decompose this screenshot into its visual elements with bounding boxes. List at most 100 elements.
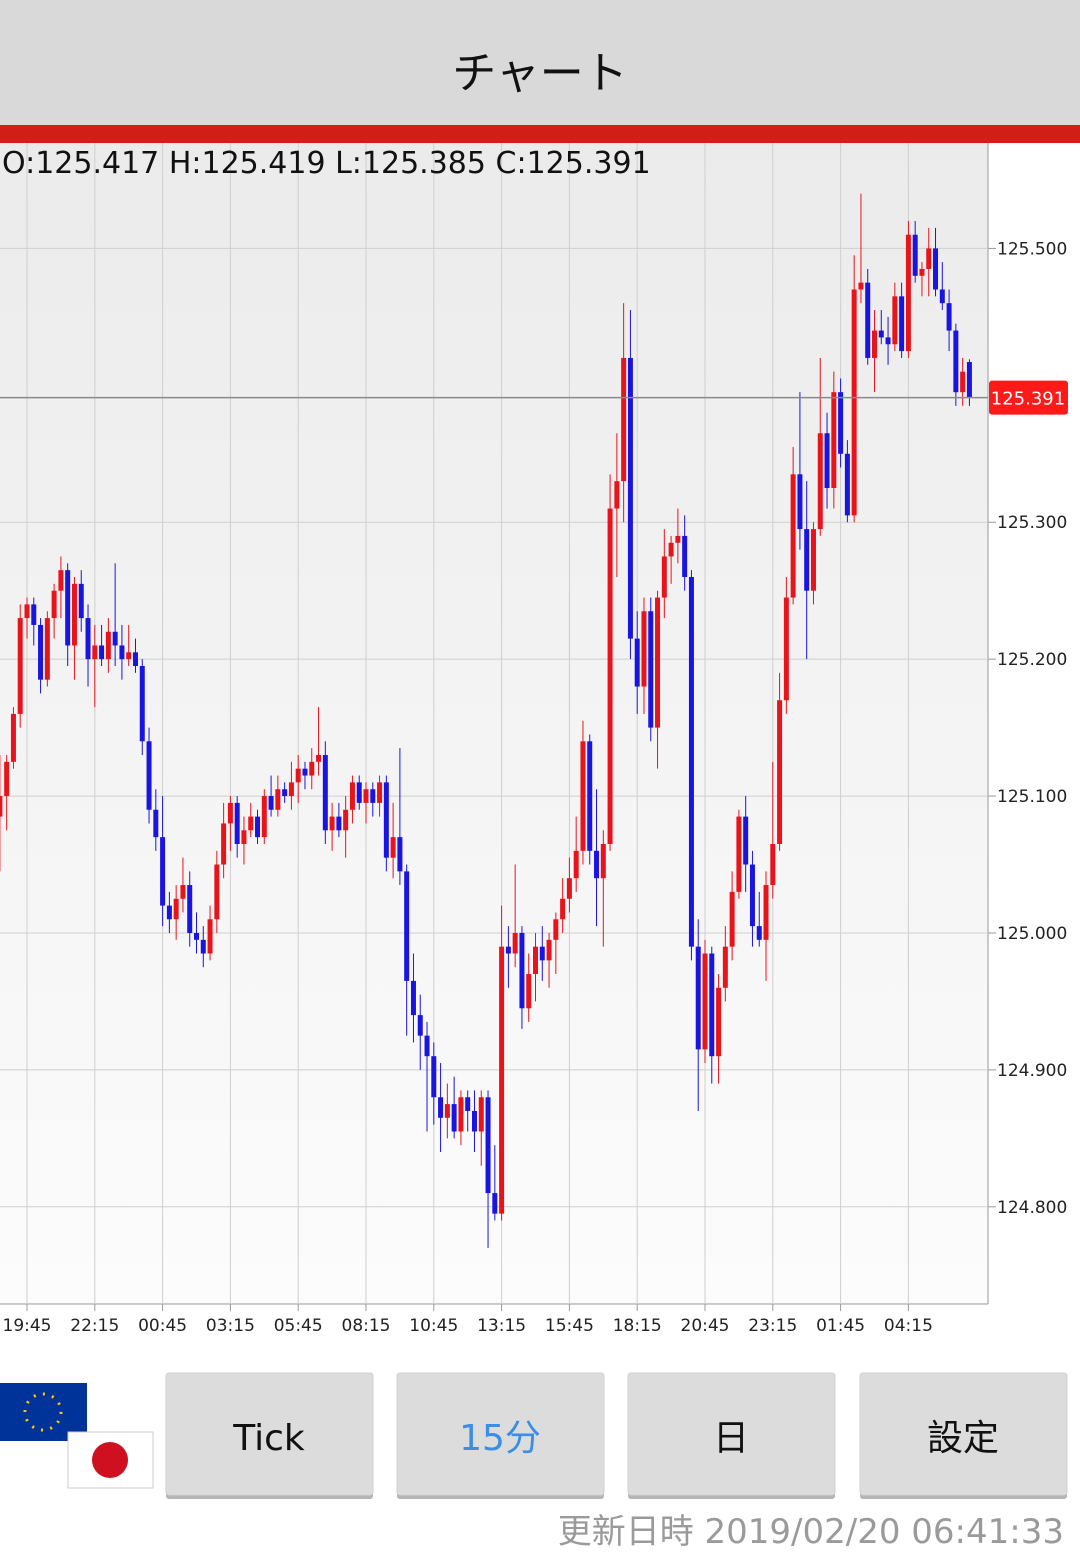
candle-body bbox=[851, 289, 857, 516]
candle-body bbox=[587, 741, 593, 851]
candle-body bbox=[146, 741, 152, 810]
candle-body bbox=[566, 878, 572, 899]
candle-body bbox=[356, 782, 362, 803]
candle-body bbox=[187, 885, 193, 933]
candle-body bbox=[153, 809, 159, 838]
candle-body bbox=[885, 337, 891, 345]
toolbar-button[interactable]: Tick bbox=[165, 1372, 374, 1499]
x-tick-label: 10:45 bbox=[409, 1316, 458, 1336]
candle-body bbox=[912, 234, 918, 276]
candle-body bbox=[797, 474, 803, 530]
candle-body bbox=[451, 1104, 457, 1132]
candle-body bbox=[614, 481, 620, 509]
x-tick-label: 03:15 bbox=[206, 1316, 255, 1336]
button-face bbox=[627, 1372, 836, 1496]
button-label: 設定 bbox=[927, 1418, 999, 1459]
x-tick-label: 18:15 bbox=[613, 1316, 662, 1336]
candle-body bbox=[92, 645, 98, 660]
candle-body bbox=[756, 926, 762, 940]
button-face bbox=[859, 1372, 1068, 1496]
candle-body bbox=[444, 1104, 450, 1118]
candle-body bbox=[573, 850, 579, 879]
candle-body bbox=[255, 816, 261, 838]
button-label: Tick bbox=[232, 1418, 305, 1459]
candle-body bbox=[824, 433, 830, 489]
candle-body bbox=[600, 843, 606, 879]
readout-key: C: bbox=[496, 146, 527, 181]
readout-key: O: bbox=[2, 146, 35, 181]
candle-body bbox=[227, 802, 233, 824]
toolbar-button[interactable]: 日 bbox=[627, 1372, 836, 1499]
toolbar-button[interactable]: 設定 bbox=[859, 1372, 1068, 1499]
toolbar-button[interactable]: 15分 bbox=[396, 1372, 605, 1499]
candle-body bbox=[790, 474, 796, 598]
x-tick-label: 01:45 bbox=[816, 1316, 865, 1336]
candle-body bbox=[526, 974, 532, 1009]
y-tick-label: 125.500 bbox=[997, 239, 1067, 259]
jp-sun bbox=[92, 1442, 128, 1478]
button-face bbox=[165, 1372, 374, 1496]
candle-body bbox=[302, 768, 308, 776]
candle-body bbox=[10, 713, 16, 762]
candle-body bbox=[844, 453, 850, 516]
candle-body bbox=[485, 1097, 491, 1194]
candle-body bbox=[939, 289, 945, 304]
accent-bar bbox=[0, 125, 1080, 143]
y-tick-label: 125.200 bbox=[997, 650, 1067, 670]
last-price-label: 125.391 bbox=[991, 389, 1065, 410]
x-tick-label: 13:15 bbox=[477, 1316, 526, 1336]
eu-stars bbox=[23, 1392, 63, 1432]
candle-body bbox=[641, 611, 647, 687]
readout-value: 125.391 bbox=[527, 146, 651, 181]
candle-body bbox=[512, 932, 518, 954]
candle-body bbox=[648, 611, 654, 728]
readout-key: L: bbox=[335, 146, 362, 181]
x-tick-label: 20:45 bbox=[681, 1316, 730, 1336]
candle-body bbox=[465, 1097, 471, 1111]
candle-body bbox=[675, 535, 681, 543]
candle-body bbox=[85, 618, 91, 660]
candle-body bbox=[892, 296, 898, 345]
candle-body bbox=[329, 816, 335, 831]
candle-body bbox=[858, 282, 864, 290]
candle-body bbox=[51, 590, 57, 619]
candle-body bbox=[65, 570, 71, 646]
candle-body bbox=[763, 885, 769, 940]
candle-body bbox=[363, 789, 369, 803]
y-tick-label: 125.300 bbox=[997, 513, 1067, 533]
candle-body bbox=[132, 652, 138, 666]
candle-body bbox=[634, 638, 640, 687]
candle-body bbox=[316, 754, 322, 762]
candle-body bbox=[817, 433, 823, 530]
candle-body bbox=[160, 837, 166, 906]
candle-body bbox=[966, 362, 972, 398]
candle-body bbox=[627, 357, 633, 639]
readout-value: 125.417 bbox=[35, 146, 159, 181]
candle-body bbox=[105, 631, 111, 660]
candle-body bbox=[268, 796, 274, 810]
candle-body bbox=[180, 885, 186, 899]
candle-body bbox=[668, 542, 674, 557]
candle-body bbox=[221, 823, 227, 865]
update-label: 更新日時 bbox=[558, 1512, 694, 1552]
readout-space bbox=[326, 146, 336, 181]
candle-body bbox=[166, 905, 172, 920]
candle-body bbox=[383, 782, 389, 858]
candle-body bbox=[234, 802, 240, 844]
candle-body bbox=[749, 864, 755, 927]
candle-body bbox=[661, 556, 667, 598]
candle-body bbox=[838, 392, 844, 454]
candle-body bbox=[71, 583, 77, 646]
candle-body bbox=[905, 234, 911, 352]
candle-body bbox=[288, 782, 294, 797]
candle-body bbox=[99, 645, 105, 660]
readout-space bbox=[486, 146, 496, 181]
x-tick-label: 15:45 bbox=[545, 1316, 594, 1336]
candle-body bbox=[431, 1056, 437, 1098]
candle-body bbox=[831, 392, 837, 489]
ohlc-readout: O:125.417 H:125.419 L:125.385 C:125.391 bbox=[2, 146, 651, 181]
currency-flags bbox=[0, 1383, 154, 1489]
candle-body bbox=[410, 980, 416, 1016]
